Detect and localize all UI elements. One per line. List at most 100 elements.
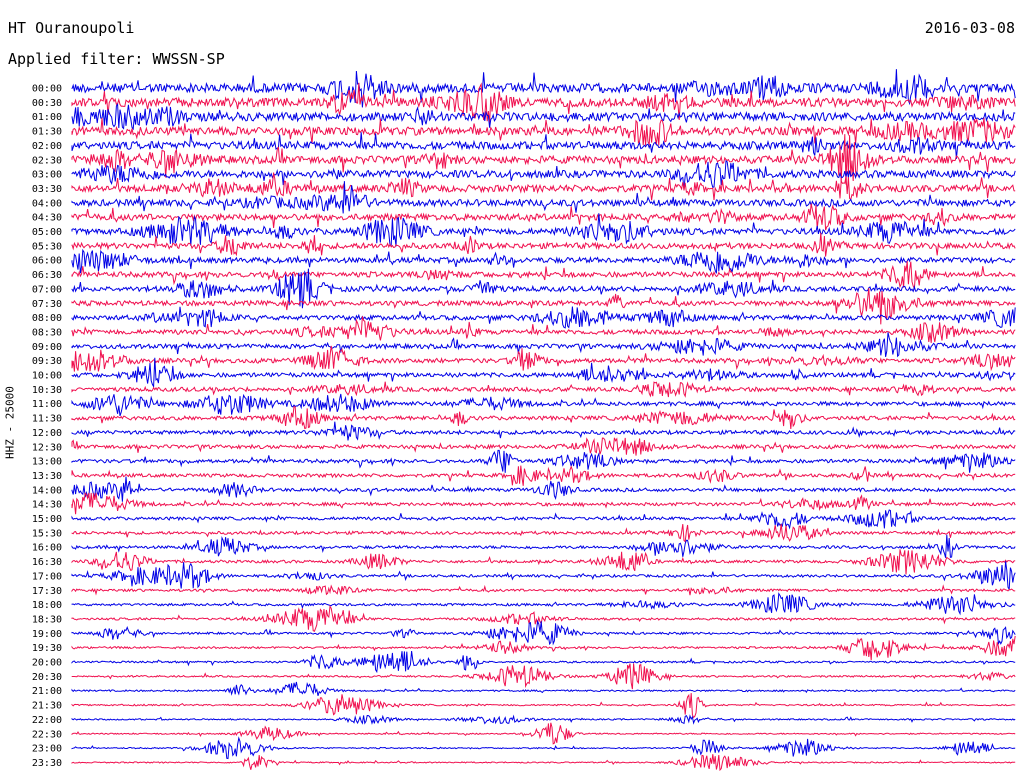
row-label: 09:30: [32, 356, 62, 367]
row-label: 18:30: [32, 614, 62, 625]
row-label: 01:30: [32, 127, 62, 138]
row-label: 01:00: [32, 112, 62, 123]
row-label: 08:00: [32, 313, 62, 324]
trace-line: [71, 465, 1016, 486]
traces: [71, 69, 1016, 772]
trace-line: [71, 134, 1016, 185]
row-label: 22:00: [32, 715, 62, 726]
trace-line: [71, 306, 1016, 329]
trace-line: [71, 260, 1016, 291]
row-label: 12:30: [32, 442, 62, 453]
trace-line: [71, 381, 1016, 398]
trace-line: [71, 736, 1016, 760]
trace-line: [71, 203, 1016, 231]
row-label: 06:00: [32, 256, 62, 267]
trace-line: [71, 722, 1016, 745]
row-label: 21:30: [32, 701, 62, 712]
row-label: 22:30: [32, 729, 62, 740]
trace-line: [71, 213, 1016, 247]
date-label: 2016-03-08: [924, 19, 1015, 37]
trace-line: [71, 549, 1016, 575]
row-label: 05:30: [32, 241, 62, 252]
row-label: 23:00: [32, 744, 62, 755]
trace-line: [71, 663, 1016, 690]
row-label: 13:00: [32, 457, 62, 468]
row-label: 20:00: [32, 658, 62, 669]
row-label: 08:30: [32, 327, 62, 338]
trace-line: [71, 681, 1016, 696]
row-label: 18:00: [32, 600, 62, 611]
trace-line: [71, 82, 1016, 124]
row-label: 07:30: [32, 299, 62, 310]
trace-line: [71, 181, 1016, 214]
row-label: 06:30: [32, 270, 62, 281]
row-label: 04:00: [32, 198, 62, 209]
trace-line: [71, 406, 1016, 430]
trace-line: [71, 117, 1016, 146]
row-label: 12:00: [32, 428, 62, 439]
trace-line: [71, 561, 1016, 591]
trace-line: [71, 172, 1016, 201]
row-label: 04:30: [32, 213, 62, 224]
trace-line: [71, 509, 1016, 530]
trace-line: [71, 345, 1016, 372]
row-label: 03:00: [32, 170, 62, 181]
trace-line: [71, 357, 1016, 389]
trace-line: [71, 492, 1016, 515]
trace-line: [71, 232, 1016, 257]
trace-line: [71, 693, 1016, 719]
trace-line: [71, 393, 1016, 417]
trace-line: [71, 651, 1016, 674]
filter-label: Applied filter: WWSSN-SP: [8, 50, 225, 68]
row-label: 19:30: [32, 643, 62, 654]
row-label: 02:30: [32, 155, 62, 166]
row-label: 19:00: [32, 629, 62, 640]
row-label: 16:00: [32, 543, 62, 554]
trace-line: [71, 132, 1016, 159]
station-title: HT Ouranoupoli: [8, 19, 135, 37]
trace-line: [71, 619, 1016, 646]
trace-line: [71, 268, 1016, 309]
trace-line: [71, 584, 1016, 596]
row-label: 14:30: [32, 500, 62, 511]
row-label: 13:30: [32, 471, 62, 482]
row-label: 15:30: [32, 528, 62, 539]
row-label: 05:00: [32, 227, 62, 238]
row-label: 14:00: [32, 485, 62, 496]
row-labels: 00:00 00:30 01:00 01:30 02:00 02:30 03:00 03:30…: [32, 84, 62, 769]
row-label: 16:30: [32, 557, 62, 568]
trace-line: [71, 332, 1016, 358]
row-label: 10:00: [32, 371, 62, 382]
trace-line: [71, 421, 1016, 441]
row-label: 02:00: [32, 141, 62, 152]
trace-line: [71, 248, 1016, 274]
row-label: 09:00: [32, 342, 62, 353]
row-label: 07:00: [32, 284, 62, 295]
row-label: 11:30: [32, 414, 62, 425]
trace-line: [71, 534, 1016, 558]
trace-line: [71, 524, 1016, 543]
trace-line: [71, 288, 1016, 325]
trace-line: [71, 69, 1016, 108]
row-label: 21:00: [32, 686, 62, 697]
trace-line: [71, 635, 1016, 661]
row-label: 17:30: [32, 586, 62, 597]
trace-line: [71, 604, 1016, 632]
trace-line: [71, 754, 1016, 772]
row-label: 20:30: [32, 672, 62, 683]
row-label: 11:00: [32, 399, 62, 410]
trace-line: [71, 449, 1016, 473]
trace-line: [71, 159, 1016, 190]
row-label: 17:00: [32, 571, 62, 582]
row-label: 00:30: [32, 98, 62, 109]
trace-line: [71, 437, 1016, 456]
row-label: 10:30: [32, 385, 62, 396]
trace-line: [71, 714, 1016, 725]
row-label: 15:00: [32, 514, 62, 525]
row-label: 03:30: [32, 184, 62, 195]
trace-line: [71, 103, 1016, 131]
row-label: 23:30: [32, 758, 62, 769]
trace-line: [71, 592, 1016, 616]
trace-line: [71, 316, 1016, 343]
